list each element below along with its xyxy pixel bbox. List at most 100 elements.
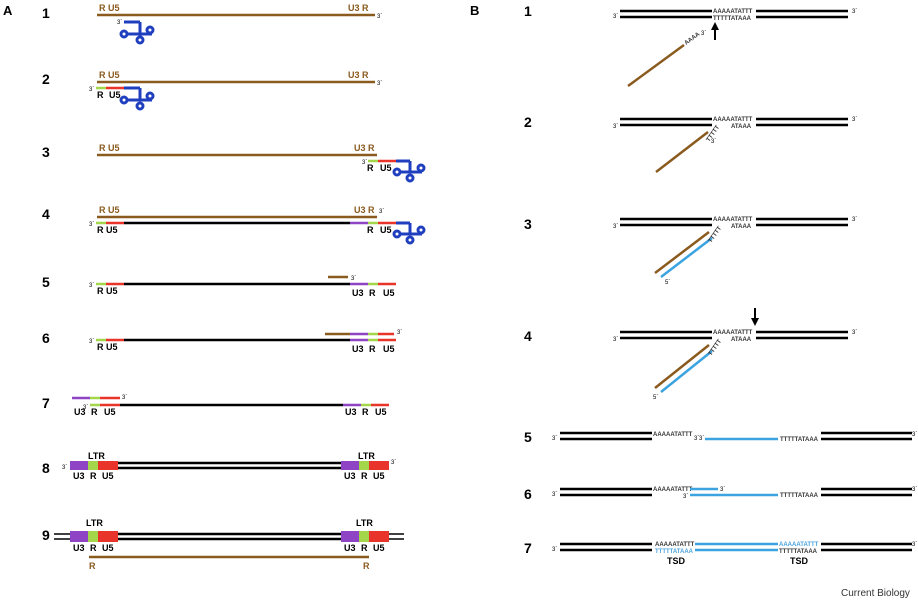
target-seq-top: AAAAATATTT: [713, 117, 753, 123]
u3-label: U3: [74, 407, 86, 417]
u3-box: [341, 461, 359, 470]
ltr-label: LTR: [358, 451, 375, 461]
b-step-4: 4: [524, 328, 532, 344]
three-prime-label: 3´: [912, 542, 917, 548]
three-prime-label: 3´: [711, 139, 716, 145]
u3-r-label: U3 R: [348, 70, 369, 80]
b-row-5: 3´ AAAAATATTT 3´ 3´ TTTTTATAAA 3´: [552, 431, 917, 443]
u5-box: [98, 531, 118, 542]
target-seq-top: AAAAATATTT: [713, 217, 753, 223]
three-prime-label: 3´: [699, 436, 704, 442]
panel-a-label: A: [3, 3, 13, 18]
three-prime-label: 3´: [89, 283, 94, 289]
a-row-8: LTR LTR 3´ 3´ U3 R U5 U3 R U5: [62, 451, 396, 481]
cdna-strand: [660, 237, 713, 278]
nick-arrow-up-icon: [711, 22, 719, 40]
a-row-4: R U5 U3 R 3´ 3´ R U5 R U5: [89, 205, 426, 245]
u5-box: [369, 531, 389, 542]
target-seq-partial: ATAAA: [731, 124, 752, 130]
credit-label: Current Biology: [841, 588, 910, 599]
u3-label: U3: [344, 471, 356, 481]
b-row-3: 3´ AAAAATATTT ATAAA 3´ TTTTT 5´: [613, 217, 857, 286]
u5-label: U5: [383, 288, 395, 298]
b-row-7: 3´ AAAAATATTT TTTTTATAAA AAAAATATTT TTTT…: [552, 542, 917, 566]
trna-primer-icon: [119, 86, 155, 111]
nick-arrow-down-icon: [751, 308, 759, 326]
r-label: R: [89, 561, 96, 571]
three-prime-label: 3´: [552, 547, 557, 553]
u5-label: U5: [109, 90, 121, 100]
three-prime-label: 3´: [89, 87, 94, 93]
r-label: R: [363, 561, 370, 571]
r-label: R: [369, 344, 376, 354]
l1-rna: [654, 231, 710, 274]
trna-primer-icon: [119, 20, 155, 45]
three-prime-label: 3´: [397, 330, 402, 336]
u5-label: U5: [373, 543, 385, 553]
ltr-label: LTR: [88, 451, 105, 461]
three-prime-label: 3´: [552, 492, 557, 498]
u5-label: U5: [104, 407, 116, 417]
u3-label: U3: [73, 543, 85, 553]
three-prime-label: 3´: [852, 9, 857, 15]
a-step-4: 4: [42, 206, 50, 222]
poly-a-tail: AAAA: [684, 31, 702, 46]
a-row-5: 3´ 3´ R U5 U3 R U5: [89, 275, 396, 298]
ltr-label: LTR: [86, 518, 103, 528]
three-prime-label: 3´: [117, 20, 122, 26]
r-label: R: [97, 90, 104, 100]
three-prime-label: 3´: [83, 405, 88, 411]
u3-box: [341, 531, 359, 542]
cdna-strand: [660, 350, 713, 393]
u5-label: U5: [375, 407, 387, 417]
r-box: [359, 461, 369, 470]
u3-label: U3: [344, 543, 356, 553]
b-step-3: 3: [524, 216, 532, 232]
b-step-2: 2: [524, 114, 532, 130]
r-label: R: [361, 543, 368, 553]
three-prime-label: 3´: [362, 160, 367, 166]
b-step-6: 6: [524, 486, 532, 502]
r-label: R: [362, 407, 369, 417]
three-prime-label: 3´: [377, 81, 382, 87]
r-u5-label: R U5: [97, 342, 118, 352]
target-seq-top: AAAAATATTT: [713, 9, 753, 15]
b-row-6: 3´ AAAAATATTT 3´ 3´ TTTTTATAAA 3´: [552, 487, 917, 500]
three-prime-label: 3´: [852, 117, 857, 123]
a-row-3: R U5 U3 R 3´ R U5: [97, 143, 426, 183]
target-seq-top: AAAAATATTT: [713, 330, 753, 336]
l1-rna: [655, 131, 709, 173]
target-seq-top: AAAAATATTT: [653, 487, 693, 493]
target-seq-top: AAAAATATTT: [653, 432, 693, 438]
r-box: [88, 461, 98, 470]
three-prime-label: 3´: [391, 460, 396, 466]
three-prime-label: 3´: [613, 14, 618, 20]
r-label: R: [90, 471, 97, 481]
five-prime-label: 5´: [653, 395, 658, 401]
u3-r-label: U3 R: [348, 3, 369, 13]
unpaired-t-tract: TTTTT: [708, 338, 724, 357]
three-prime-label: 3´: [351, 276, 356, 282]
b-step-7: 7: [524, 540, 532, 556]
tsd-seq-top: AAAAATATTT: [779, 542, 819, 548]
u3-label: U3: [352, 288, 364, 298]
three-prime-label: 3´: [89, 339, 94, 345]
b-step-5: 5: [524, 429, 532, 445]
three-prime-label: 3´: [613, 337, 618, 343]
u5-label: U5: [102, 471, 114, 481]
three-prime-label: 3´: [613, 224, 618, 230]
r-label: R: [91, 407, 98, 417]
r-u5-label: R U5: [99, 143, 120, 153]
trna-primer-icon: [392, 221, 426, 245]
r-u5-label: R U5: [97, 286, 118, 296]
target-seq-partial: ATAAA: [731, 337, 752, 343]
u5-label: U5: [383, 344, 395, 354]
u3-box: [70, 531, 88, 542]
b-step-1: 1: [524, 3, 532, 19]
three-prime-label: 3´: [683, 494, 688, 500]
a-row-7: 3´ 3´ U3 R U5 U3 R U5: [72, 395, 389, 417]
r-label: R: [369, 288, 376, 298]
trna-primer-icon: [392, 159, 426, 183]
r-u5-label: R U5: [99, 3, 120, 13]
